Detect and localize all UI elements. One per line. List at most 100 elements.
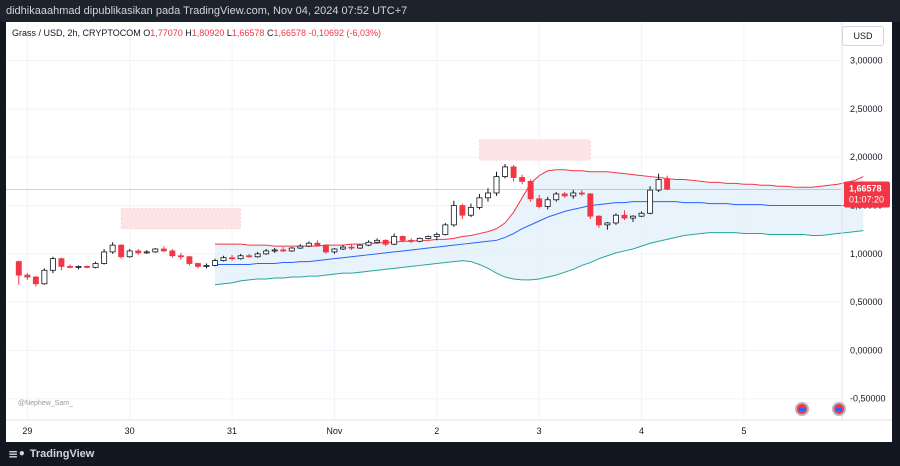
candle-body [561,193,568,197]
candle-body [638,212,645,217]
candle-body [92,263,99,268]
candle-body [604,222,611,226]
candle-body [595,215,602,226]
candle-body [15,261,22,276]
price-tag-countdown: 01:07:20 [849,195,884,205]
time-tick-label: 31 [227,426,237,436]
candle-body [246,255,253,258]
candle-body [101,251,108,264]
candle-body [169,250,176,257]
candle-body [493,176,500,194]
candle-body [126,250,133,258]
open-label: O [143,28,151,38]
candle-body [433,234,440,237]
candle-body [271,249,278,252]
candle-body [49,258,56,271]
price-tick-label: 0,00000 [850,345,883,355]
tradingview-logo[interactable]: ≡• TradingView [8,442,94,466]
candle-body [416,237,423,242]
candle-body [135,250,142,254]
candles [15,164,671,287]
candle-body [553,193,560,201]
candle-body [263,250,270,255]
candle-body [476,197,483,208]
candle-body [664,179,671,190]
chart-area[interactable]: 3,000002,500002,000001,500001,000000,500… [6,22,892,442]
bb-lower-line [214,230,864,286]
candle-body [459,205,466,216]
candle-body [24,274,31,278]
candle-body [365,241,372,246]
publisher-bar: didhikaaahmad dipublikasikan pada Tradin… [0,0,900,22]
candle-body [229,257,236,260]
candle-body [237,255,244,260]
price-tick-label: 2,00000 [850,152,883,162]
candle-body [297,245,304,249]
us-flag-event-icon[interactable] [795,402,809,416]
candle-body [109,244,116,253]
symbol-name[interactable]: Grass / USD, 2h, CRYPTOCOM [12,28,141,38]
time-tick-label: 29 [22,426,32,436]
candle-body [67,266,73,268]
high-value: 1,80920 [191,28,225,38]
candle-body [502,166,508,177]
low-value: 1,66578 [231,28,265,38]
candle-body [630,215,636,219]
brand-name: TradingView [29,448,95,460]
price-tick-label: 0,50000 [850,297,883,307]
candle-body [485,192,491,199]
candle-body [647,189,654,214]
band-fill [215,169,864,285]
time-axis[interactable]: 29 30 31 Nov 2 3 4 5 [6,419,892,436]
supply-zones [120,139,591,230]
close-label: C [266,28,274,38]
time-tick-label: 30 [125,426,135,436]
supply-zone [479,139,591,161]
candle-body [160,248,167,252]
candle-body [391,236,398,245]
price-tag-bg [844,181,890,208]
candle-body [536,198,543,207]
candle-body [399,236,406,241]
bb-basis-line [215,201,864,265]
us-flag-event-icon[interactable] [832,402,846,416]
candle-body [322,244,329,253]
watermark: @Nephew_Sam_ [18,400,73,407]
time-tick-label: 5 [741,426,746,436]
time-tick-label: Nov [326,426,343,436]
bollinger-bands [214,169,864,286]
candle-body [519,177,526,182]
candle-body [339,246,346,250]
candle-body [357,244,363,249]
price-tick-label: 1,00000 [850,249,883,259]
candle-body [220,257,227,262]
candle-body [612,214,619,224]
candle-body [32,276,39,285]
candle-body [544,199,551,207]
time-tick-label: 3 [537,426,542,436]
close-value: 1,66578 [273,28,306,38]
footer-bar: ≡• TradingView [0,442,900,466]
candle-body [331,248,338,253]
price-tick-label: 2,50000 [850,104,883,114]
candle-body [143,251,150,254]
candle-body [41,269,48,285]
candle-body [570,192,577,197]
candle-body [527,180,534,200]
price-tick-label: -0,50000 [850,394,886,404]
candle-body [510,166,517,178]
candle-body [75,266,82,268]
currency-button[interactable]: USD [842,26,884,46]
candle-body [177,255,184,258]
candle-body [587,193,594,217]
candle-body [280,249,287,252]
price-tick-label: 3,00000 [850,56,883,66]
candle-body [58,258,65,267]
open-value: 1,77070 [150,28,183,38]
candle-body [621,214,628,219]
candle-body [314,242,321,246]
candle-body [186,256,193,264]
price-chart[interactable]: 3,000002,500002,000001,500001,000000,500… [6,22,892,442]
low-label: L [226,28,232,38]
candle-body [254,253,261,258]
